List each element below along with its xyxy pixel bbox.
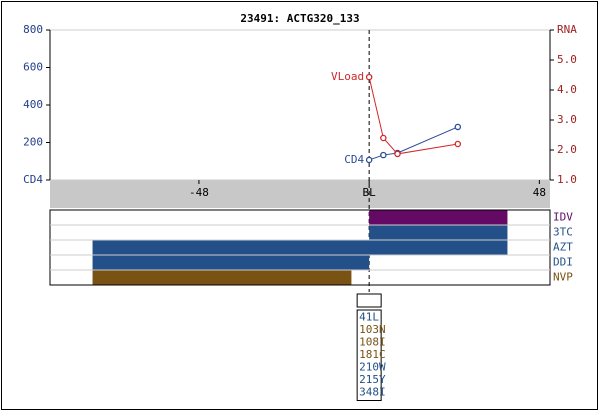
data-point [454, 123, 462, 131]
mutation-header-box [356, 293, 382, 308]
drug-label: 3TC [553, 226, 573, 239]
y-tick-label: 600 [23, 61, 43, 74]
data-point [454, 140, 462, 148]
y-tick-label: 200 [23, 136, 43, 149]
mutation-label: 210W [359, 361, 386, 374]
data-point [365, 156, 373, 164]
mutation-box [356, 309, 382, 401]
mutation-label: 348I [359, 386, 386, 399]
drug-bar [92, 255, 370, 270]
series-line [368, 76, 458, 155]
y2-tick-label: 4.0 [557, 83, 577, 96]
mutation-label: 103N [359, 323, 386, 336]
drug-bar [369, 225, 508, 240]
y2-tick-label: 5.0 [557, 53, 577, 66]
drug-bar [92, 270, 352, 285]
y-tick-label: CD4 [23, 173, 43, 186]
drug-label: DDI [553, 256, 573, 269]
mutation-label: 108I [359, 336, 386, 349]
y2-tick-label: 3.0 [557, 113, 577, 126]
y2-tick-label: 1.0 [557, 173, 577, 186]
drug-bar [369, 210, 508, 225]
y-tick-label: 400 [23, 98, 43, 111]
series-label: CD4 [344, 153, 364, 166]
mutation-label: 181C [359, 348, 386, 361]
drug-label: NVP [553, 271, 573, 284]
data-point [394, 150, 401, 158]
data-point [380, 134, 387, 142]
y-tick-label: 800 [23, 23, 43, 36]
drug-label: IDV [553, 211, 573, 224]
chart-title: 23491: ACTG320_133 [240, 12, 359, 25]
y2-tick-label: RNA [557, 23, 577, 36]
x-axis-band [50, 180, 550, 208]
series-label: VLoad [331, 70, 364, 83]
x-tick-label: 48 [533, 186, 546, 199]
data-point [380, 151, 387, 159]
drug-label: AZT [553, 241, 573, 254]
mutation-label: 41L [359, 311, 379, 324]
x-tick-label: -48 [189, 186, 209, 199]
drug-bar [92, 240, 508, 255]
data-point [365, 73, 373, 81]
mutation-label: 215Y [359, 373, 386, 386]
y2-tick-label: 2.0 [557, 143, 577, 156]
series-line [368, 126, 458, 161]
